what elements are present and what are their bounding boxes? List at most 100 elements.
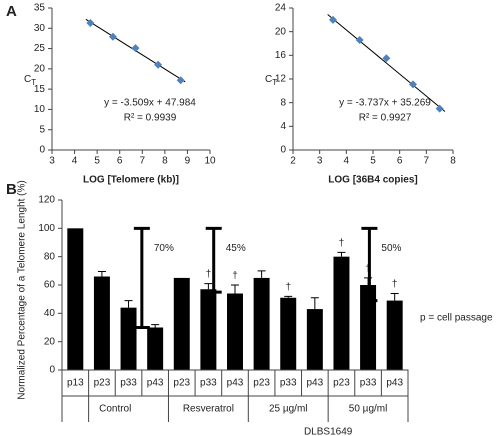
y-tick-label: 60 [44, 280, 56, 291]
y-tick-label: 20 [275, 26, 287, 37]
error-bar [97, 271, 106, 277]
panel-label: B [6, 181, 17, 198]
error-bar [257, 270, 266, 278]
panel-label: A [6, 3, 17, 20]
bar [360, 285, 377, 370]
x-tick-label: 8 [450, 156, 456, 167]
significance-mark: † [339, 238, 345, 249]
x-tick-label: 8 [162, 156, 168, 167]
x-tick-label: p33 [360, 378, 377, 389]
y-tick-label: 10 [34, 104, 46, 115]
y-tick-label: 4 [280, 121, 286, 132]
x-tick-label: 6 [397, 156, 403, 167]
y-tick-label: 16 [275, 50, 287, 61]
group-label: Resveratrol [183, 404, 234, 415]
x-tick-label: p43 [307, 378, 324, 389]
y-tick-label: 120 [38, 195, 55, 206]
point [435, 104, 444, 113]
error-bar [124, 300, 133, 308]
y-tick-label: 25 [34, 43, 46, 54]
error-bar [390, 293, 399, 301]
x-tick-label: p43 [227, 378, 244, 389]
bar [386, 300, 403, 370]
bracket [133, 226, 150, 329]
point [108, 32, 117, 41]
trendline [327, 14, 446, 112]
x-tick-label: p23 [253, 378, 270, 389]
group-super-label: DLBS1649 [304, 427, 353, 436]
x-tick-label: p43 [147, 378, 164, 389]
point [86, 19, 95, 28]
bar [253, 277, 270, 370]
bar [306, 309, 323, 370]
bracket-label: 50% [381, 243, 401, 254]
bar [120, 307, 137, 370]
y-tick-label: 12 [275, 74, 287, 85]
x-tick-label: p23 [94, 378, 111, 389]
x-tick-label: 4 [72, 156, 78, 167]
point [409, 80, 417, 89]
x-tick-label: p13 [67, 378, 84, 389]
bar [333, 256, 350, 370]
y-axis-label: Normalized Percentage of a Telomere Leng… [17, 180, 28, 399]
y-axis-label-main: C [24, 74, 31, 85]
x-tick-label: 4 [344, 156, 350, 167]
y-tick-label: 0 [49, 365, 55, 376]
point [176, 76, 185, 85]
table-lines [61, 369, 409, 422]
error-bar [284, 295, 293, 298]
x-axis-label: LOG [Telomere (kb)] [83, 175, 179, 186]
x-tick-label: p23 [173, 378, 190, 389]
x-tick-label: 5 [370, 156, 376, 167]
y-tick-label: 20 [34, 63, 46, 74]
y-tick-label: 20 [44, 336, 56, 347]
x-tick-label: p33 [120, 378, 137, 389]
y-tick-label: 24 [275, 3, 287, 14]
x-axis-label: LOG [36B4 copies] [328, 175, 417, 186]
y-tick-label: 40 [44, 308, 56, 319]
point [329, 15, 337, 24]
error-bar [204, 283, 213, 290]
x-tick-label: 9 [185, 156, 191, 167]
error-bar [310, 297, 319, 310]
y-tick-label: 80 [44, 251, 56, 262]
x-tick-label: p43 [386, 378, 403, 389]
y-axis-label: CT [24, 74, 36, 87]
significance-mark: † [232, 271, 238, 282]
bar [227, 293, 243, 370]
x-tick-label: 3 [317, 156, 323, 167]
group-label: 25 µg/ml [269, 404, 308, 415]
y-tick-label: 35 [34, 3, 46, 14]
note: p = cell passage [420, 313, 493, 324]
error-bar [231, 284, 239, 294]
bar [93, 276, 110, 370]
bar [280, 297, 297, 370]
x-tick-label: 7 [424, 156, 430, 167]
bracket-label: 45% [226, 243, 246, 254]
x-tick-label: 5 [94, 156, 100, 167]
y-tick-label: 100 [38, 223, 55, 234]
x-tick-label: p33 [280, 378, 297, 389]
significance-mark: † [285, 282, 291, 293]
r-squared: R² = 0.9939 [124, 113, 177, 124]
y-tick-label: 0 [280, 145, 286, 156]
y-axis-label-sub: T [31, 78, 36, 87]
y-tick-label: 5 [39, 124, 45, 135]
bracket [361, 226, 378, 303]
bar [200, 289, 217, 370]
point [382, 54, 391, 63]
y-axis-label-main: C [265, 74, 272, 85]
point [131, 44, 140, 53]
x-tick-label: p33 [200, 378, 217, 389]
error-bar [151, 324, 160, 328]
y-axis-label-sub: T [272, 78, 277, 87]
x-tick-label: 6 [117, 156, 123, 167]
x-tick-label: 3 [49, 156, 55, 167]
bar [173, 277, 190, 370]
significance-mark: † [392, 279, 398, 290]
equation: y = -3.737x + 35.269 [339, 98, 431, 109]
r-squared: R² = 0.9927 [359, 113, 412, 124]
y-axis-label: CT [265, 74, 277, 87]
y-tick-label: 0 [39, 145, 45, 156]
x-tick-label: p23 [333, 378, 350, 389]
